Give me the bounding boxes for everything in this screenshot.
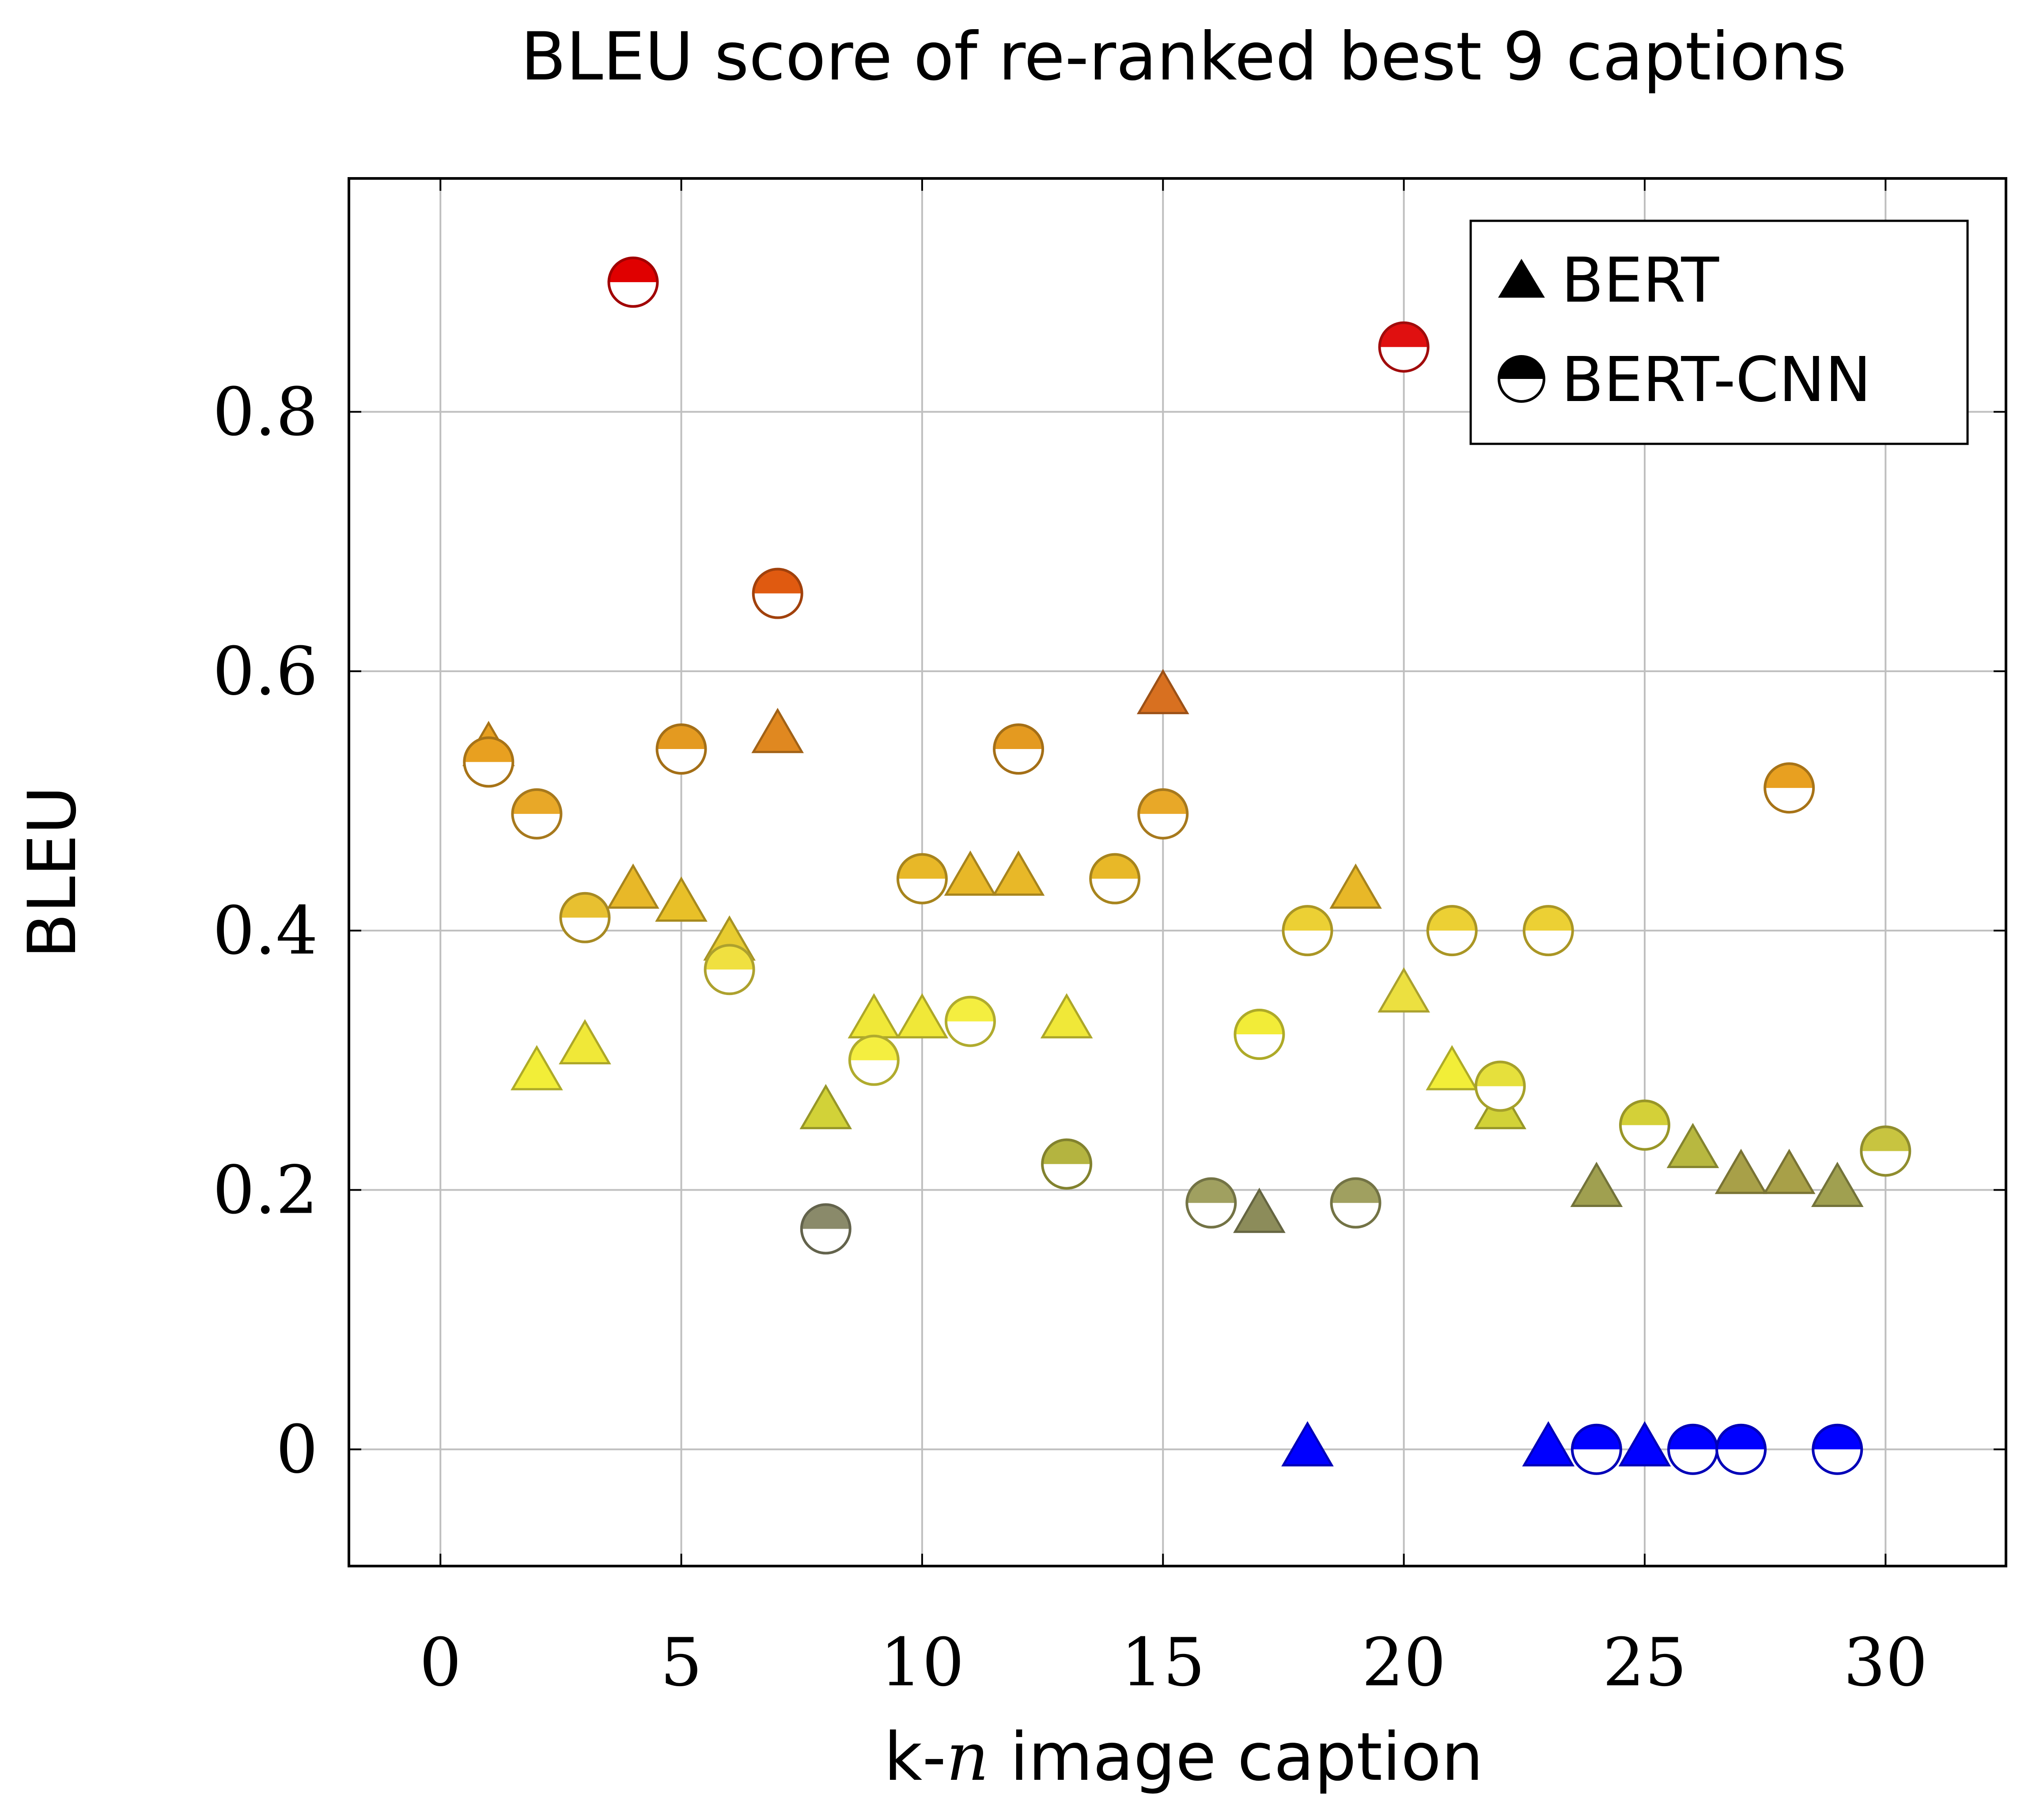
bert-point <box>1811 1162 1864 1207</box>
y-axis-label: BLEU <box>14 786 91 958</box>
legend-half-circle-icon <box>1498 355 1545 403</box>
bert-cnn-point <box>1522 905 1574 957</box>
plot-frame <box>348 177 2007 1567</box>
bert-point <box>1522 1421 1575 1467</box>
y-tick-label: 0.2 <box>212 1152 318 1229</box>
bert-point <box>607 863 659 909</box>
bert-cnn-point <box>993 723 1044 775</box>
bert-point <box>1666 1123 1719 1168</box>
bert-point <box>1426 1045 1479 1090</box>
bert-cnn-point <box>752 568 803 619</box>
bert-cnn-point <box>1185 1177 1237 1229</box>
x-tick-label: 0 <box>420 1624 462 1701</box>
bert-point <box>1040 993 1093 1039</box>
bert-cnn-point <box>800 1203 851 1255</box>
bert-cnn-point <box>848 1034 900 1086</box>
bert-cnn-point <box>1378 321 1430 373</box>
bert-cnn-point <box>1571 1423 1622 1475</box>
bert-cnn-point <box>1137 788 1189 840</box>
x-axis-label-var: n <box>946 1719 989 1796</box>
chart-title: BLEU score of re-ranked best 9 captions <box>521 19 1847 95</box>
bert-cnn-point <box>1234 1009 1285 1060</box>
bert-point <box>799 1084 852 1129</box>
bert-cnn-point <box>1474 1060 1526 1112</box>
x-tick-label: 15 <box>1121 1624 1205 1701</box>
bert-cnn-point <box>511 788 563 840</box>
ticks-layer: 0 5 10 15 20 25 30 0 0.2 0.4 0.6 0.8 <box>212 178 2006 1701</box>
bert-point <box>655 876 708 922</box>
y-tick-label: 0.8 <box>212 374 318 451</box>
bert-point <box>751 708 804 753</box>
x-tick-label: 10 <box>880 1624 964 1701</box>
bert-point <box>559 1019 611 1065</box>
bert-cnn-point <box>896 853 948 904</box>
legend-label-bert: BERT <box>1561 245 1719 317</box>
marks-layer <box>462 256 1911 1475</box>
bert-point <box>1763 1149 1816 1194</box>
bert-cnn-point <box>655 723 707 775</box>
bert-point <box>1281 1421 1334 1467</box>
x-axis-label-suffix: image caption <box>989 1719 1483 1796</box>
bert-point <box>1136 669 1189 715</box>
bert-cnn-point <box>1041 1138 1093 1190</box>
bert-cnn-point <box>1089 853 1141 904</box>
legend-box <box>1469 219 1969 445</box>
bert-cnn-point <box>607 256 659 308</box>
x-tick-label: 20 <box>1362 1624 1446 1701</box>
bert-cnn-point <box>1330 1177 1381 1229</box>
bert-point <box>1714 1149 1767 1194</box>
bert-cnn-point <box>704 944 755 995</box>
bert-cnn-point <box>1715 1423 1767 1475</box>
bert-cnn-point <box>1812 1423 1863 1475</box>
bert-cnn-point <box>1426 905 1478 957</box>
legend-triangle-icon <box>1498 259 1545 298</box>
legend: BERT BERT-CNN <box>1469 219 1969 445</box>
x-tick-label: 25 <box>1603 1624 1687 1701</box>
x-tick-label: 5 <box>660 1624 702 1701</box>
bert-cnn-point <box>1860 1125 1911 1177</box>
bert-cnn-point <box>1282 905 1333 957</box>
bert-cnn-point <box>463 736 515 788</box>
bert-cnn-point <box>1764 762 1815 814</box>
y-tick-label: 0.6 <box>212 633 318 710</box>
x-axis-label-prefix: k- <box>884 1719 946 1796</box>
bert-point <box>992 850 1045 896</box>
bert-cnn-point <box>1619 1099 1670 1151</box>
bert-point <box>896 993 949 1039</box>
bert-point <box>511 1045 563 1090</box>
x-axis-label: k-n image caption <box>884 1719 1483 1796</box>
bert-point <box>1378 967 1430 1013</box>
bert-point <box>1329 863 1382 909</box>
bert-point <box>1233 1188 1286 1233</box>
x-tick-label: 30 <box>1843 1624 1928 1701</box>
bert-cnn-point <box>559 892 611 943</box>
bert-point <box>1570 1162 1623 1207</box>
bert-cnn-point <box>945 995 996 1047</box>
y-tick-label: 0 <box>276 1411 318 1488</box>
legend-label-bert-cnn: BERT-CNN <box>1561 344 1871 416</box>
y-tick-label: 0.4 <box>212 893 318 969</box>
bert-point <box>848 993 901 1039</box>
bert-point <box>1618 1421 1671 1467</box>
bert-point <box>944 850 997 896</box>
bert-cnn-point <box>1667 1423 1719 1475</box>
